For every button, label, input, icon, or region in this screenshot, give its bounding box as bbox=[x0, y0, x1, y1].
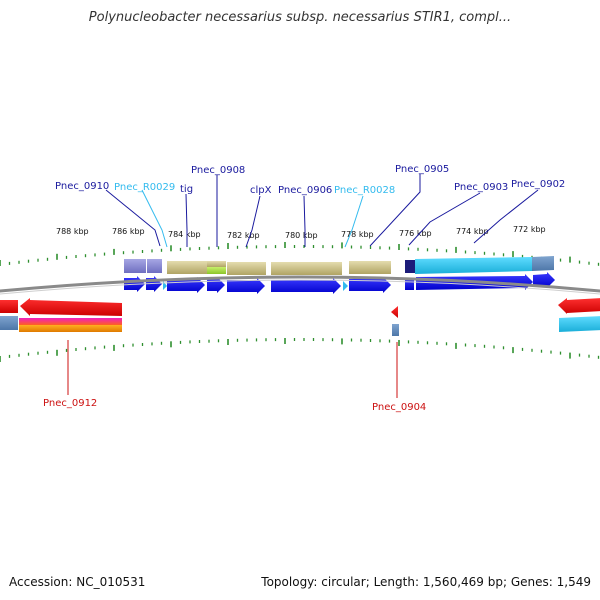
genome-stats: Topology: circular; Length: 1,560,469 bp… bbox=[261, 575, 591, 589]
cog-block[interactable] bbox=[405, 260, 415, 273]
cds-arrow-right-edge[interactable] bbox=[558, 298, 600, 314]
feature-label-pnec-0902[interactable]: Pnec_0902 bbox=[511, 179, 565, 190]
topology-label: Topology: bbox=[261, 575, 318, 589]
length-value: 1,560,469 bp; bbox=[422, 575, 508, 589]
cds-arrow-pnec-0902[interactable] bbox=[533, 272, 555, 288]
cds-reverse-track bbox=[0, 298, 600, 318]
cog-block[interactable] bbox=[147, 259, 162, 273]
cds-arrow-pnec-0906[interactable] bbox=[271, 278, 341, 294]
cog-block[interactable] bbox=[167, 261, 207, 274]
cog-block[interactable] bbox=[19, 318, 122, 325]
rna-arrow-pnec-r0028[interactable] bbox=[343, 281, 348, 291]
label-leaders-top bbox=[105, 174, 539, 248]
genome-backbone bbox=[0, 275, 600, 293]
scale-label: 772 kbp bbox=[513, 225, 546, 234]
feature-label-pnec-0903[interactable]: Pnec_0903 bbox=[454, 182, 508, 193]
feature-label-pnec-0912[interactable]: Pnec_0912 bbox=[43, 398, 97, 409]
cds-forward-track bbox=[124, 272, 555, 294]
leader-line bbox=[369, 174, 421, 247]
cog-block[interactable] bbox=[415, 257, 532, 274]
cog-block[interactable] bbox=[349, 261, 391, 274]
feature-label-pnec-0910[interactable]: Pnec_0910 bbox=[55, 181, 109, 192]
leader-line bbox=[245, 195, 261, 248]
feature-label-pnec-0906[interactable]: Pnec_0906 bbox=[278, 185, 332, 196]
scale-ticks-lower bbox=[0, 338, 600, 362]
cog-block[interactable] bbox=[207, 267, 226, 274]
topology-value: circular; bbox=[321, 575, 370, 589]
scale-label: 788 kbp bbox=[56, 227, 89, 236]
feature-label-pnec-r0028[interactable]: Pnec_R0028 bbox=[334, 185, 395, 196]
scale-label: 784 kbp bbox=[168, 230, 201, 239]
leader-line bbox=[408, 192, 481, 246]
cog-block[interactable] bbox=[271, 262, 342, 275]
feature-label-pnec-0905[interactable]: Pnec_0905 bbox=[395, 164, 449, 175]
leader-line bbox=[185, 193, 188, 247]
cds-arrow-tig[interactable] bbox=[167, 277, 205, 293]
scale-label: 776 kbp bbox=[399, 229, 432, 238]
cog-block[interactable] bbox=[392, 324, 399, 336]
leader-line bbox=[344, 195, 364, 248]
cds-arrow-clpx[interactable] bbox=[227, 278, 265, 294]
feature-label-pnec-r0029[interactable]: Pnec_R0029 bbox=[114, 182, 175, 193]
leader-line bbox=[141, 189, 168, 248]
cds-arrow-pnec-0903[interactable] bbox=[405, 278, 414, 290]
cog-block[interactable] bbox=[559, 316, 600, 332]
genes-value: 1,549 bbox=[556, 575, 591, 589]
genome-backbone-shadow bbox=[0, 279, 600, 295]
scale-label: 782 kbp bbox=[227, 231, 260, 240]
scale-labels: 788 kbp 786 kbp 784 kbp 782 kbp 780 kbp … bbox=[56, 225, 546, 240]
cog-track-upper bbox=[124, 256, 554, 275]
cds-arrow-pnec-0904[interactable] bbox=[391, 306, 398, 318]
leader-line bbox=[303, 195, 306, 247]
map-title: Polynucleobacter necessarius subsp. nece… bbox=[88, 10, 512, 25]
feature-labels-bottom: Pnec_0912 Pnec_0904 bbox=[43, 398, 426, 413]
cog-track-lower bbox=[0, 316, 600, 336]
accession-value: NC_010531 bbox=[76, 575, 146, 589]
genes-label: Genes: bbox=[510, 575, 553, 589]
scale-ticks-upper bbox=[0, 242, 600, 266]
cog-block[interactable] bbox=[124, 259, 146, 273]
accession-label: Accession: bbox=[9, 575, 73, 589]
feature-labels-top: Pnec_0910 Pnec_R0029 tig Pnec_0908 clpX … bbox=[55, 164, 565, 196]
scale-label: 780 kbp bbox=[285, 231, 318, 240]
accession-info: Accession: NC_010531 bbox=[9, 575, 145, 589]
feature-label-pnec-0904[interactable]: Pnec_0904 bbox=[372, 402, 426, 413]
cog-block[interactable] bbox=[227, 262, 266, 275]
leader-line bbox=[105, 189, 161, 247]
cds-arrow-pnec-0912[interactable] bbox=[20, 298, 122, 316]
cog-block[interactable] bbox=[532, 256, 554, 271]
label-leaders-bottom bbox=[67, 340, 398, 398]
scale-label: 786 kbp bbox=[112, 227, 145, 236]
cog-block[interactable] bbox=[19, 325, 122, 332]
cog-block[interactable] bbox=[0, 316, 18, 330]
length-label: Length: bbox=[373, 575, 420, 589]
scale-label: 774 kbp bbox=[456, 227, 489, 236]
feature-label-pnec-0908[interactable]: Pnec_0908 bbox=[191, 165, 245, 176]
feature-label-tig[interactable]: tig bbox=[180, 184, 193, 195]
scale-label: 778 kbp bbox=[341, 230, 374, 239]
feature-label-clpx[interactable]: clpX bbox=[250, 185, 272, 196]
leader-line bbox=[473, 189, 539, 244]
cog-block[interactable] bbox=[207, 261, 226, 267]
cds-arrow-left-edge[interactable] bbox=[0, 300, 18, 313]
